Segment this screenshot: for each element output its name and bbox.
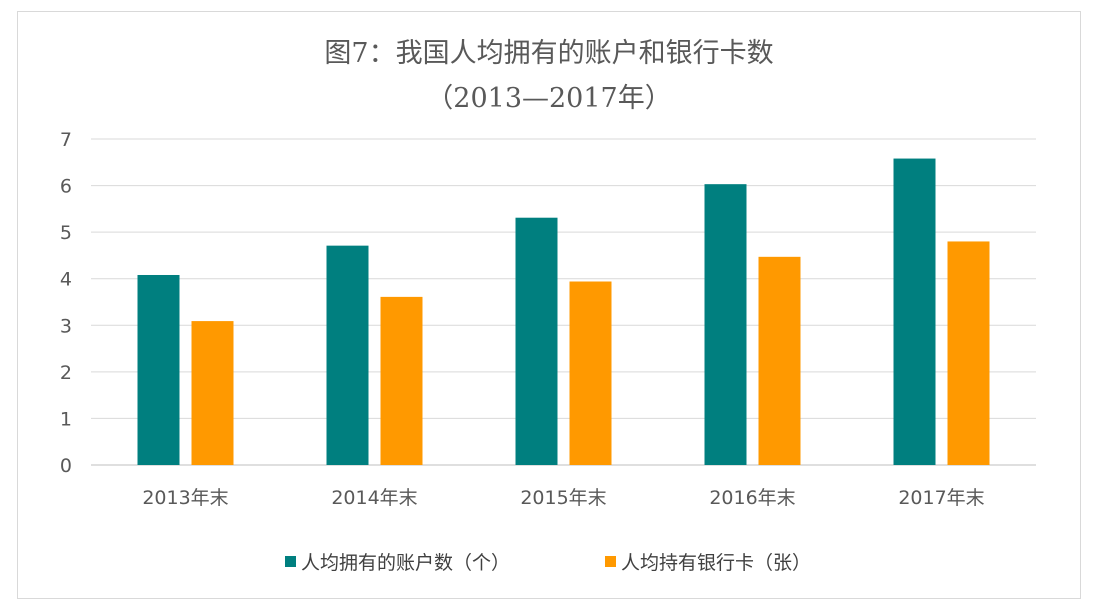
y-tick-label: 5 <box>60 222 72 244</box>
y-tick-label: 2 <box>60 362 72 384</box>
gridlines <box>91 138 1036 466</box>
y-tick-label: 6 <box>60 176 72 198</box>
chart-title: 图7：我国人均拥有的账户和银行卡数 <box>324 38 773 69</box>
y-tick-label: 3 <box>60 315 72 337</box>
bar-accounts-3 <box>704 184 747 465</box>
x-tick-label: 2013年末 <box>142 487 228 509</box>
x-tick-label: 2017年末 <box>898 487 984 509</box>
legend-label-1: 人均持有银行卡（张） <box>621 552 811 574</box>
bar-cards-2 <box>569 281 612 465</box>
legend-label-0: 人均拥有的账户数（个） <box>301 552 510 574</box>
bar-cards-1 <box>380 296 423 465</box>
y-tick-label: 4 <box>60 269 72 291</box>
bar-accounts-1 <box>326 245 369 465</box>
bar-accounts-4 <box>893 158 936 465</box>
bar-cards-0 <box>191 321 234 465</box>
y-axis-ticks: 0 1 2 3 4 5 6 7 <box>60 129 72 477</box>
bar-accounts-0 <box>137 274 180 465</box>
y-tick-label: 7 <box>60 129 72 151</box>
chart-subtitle: （2013—2017年） <box>426 83 671 114</box>
x-tick-label: 2016年末 <box>709 487 795 509</box>
y-tick-label: 1 <box>60 408 72 430</box>
x-axis-ticks: 2013年末 2014年末 2015年末 2016年末 2017年末 <box>142 487 984 509</box>
bar-accounts-2 <box>515 217 558 465</box>
legend-swatch-0 <box>285 556 296 567</box>
x-tick-label: 2014年末 <box>331 487 417 509</box>
bar-cards-4 <box>947 241 990 465</box>
legend-swatch-1 <box>605 556 616 567</box>
y-tick-label: 0 <box>60 455 72 477</box>
bars <box>137 158 990 465</box>
bar-cards-3 <box>758 256 801 465</box>
x-tick-label: 2015年末 <box>520 487 606 509</box>
legend: 人均拥有的账户数（个） 人均持有银行卡（张） <box>285 552 811 574</box>
